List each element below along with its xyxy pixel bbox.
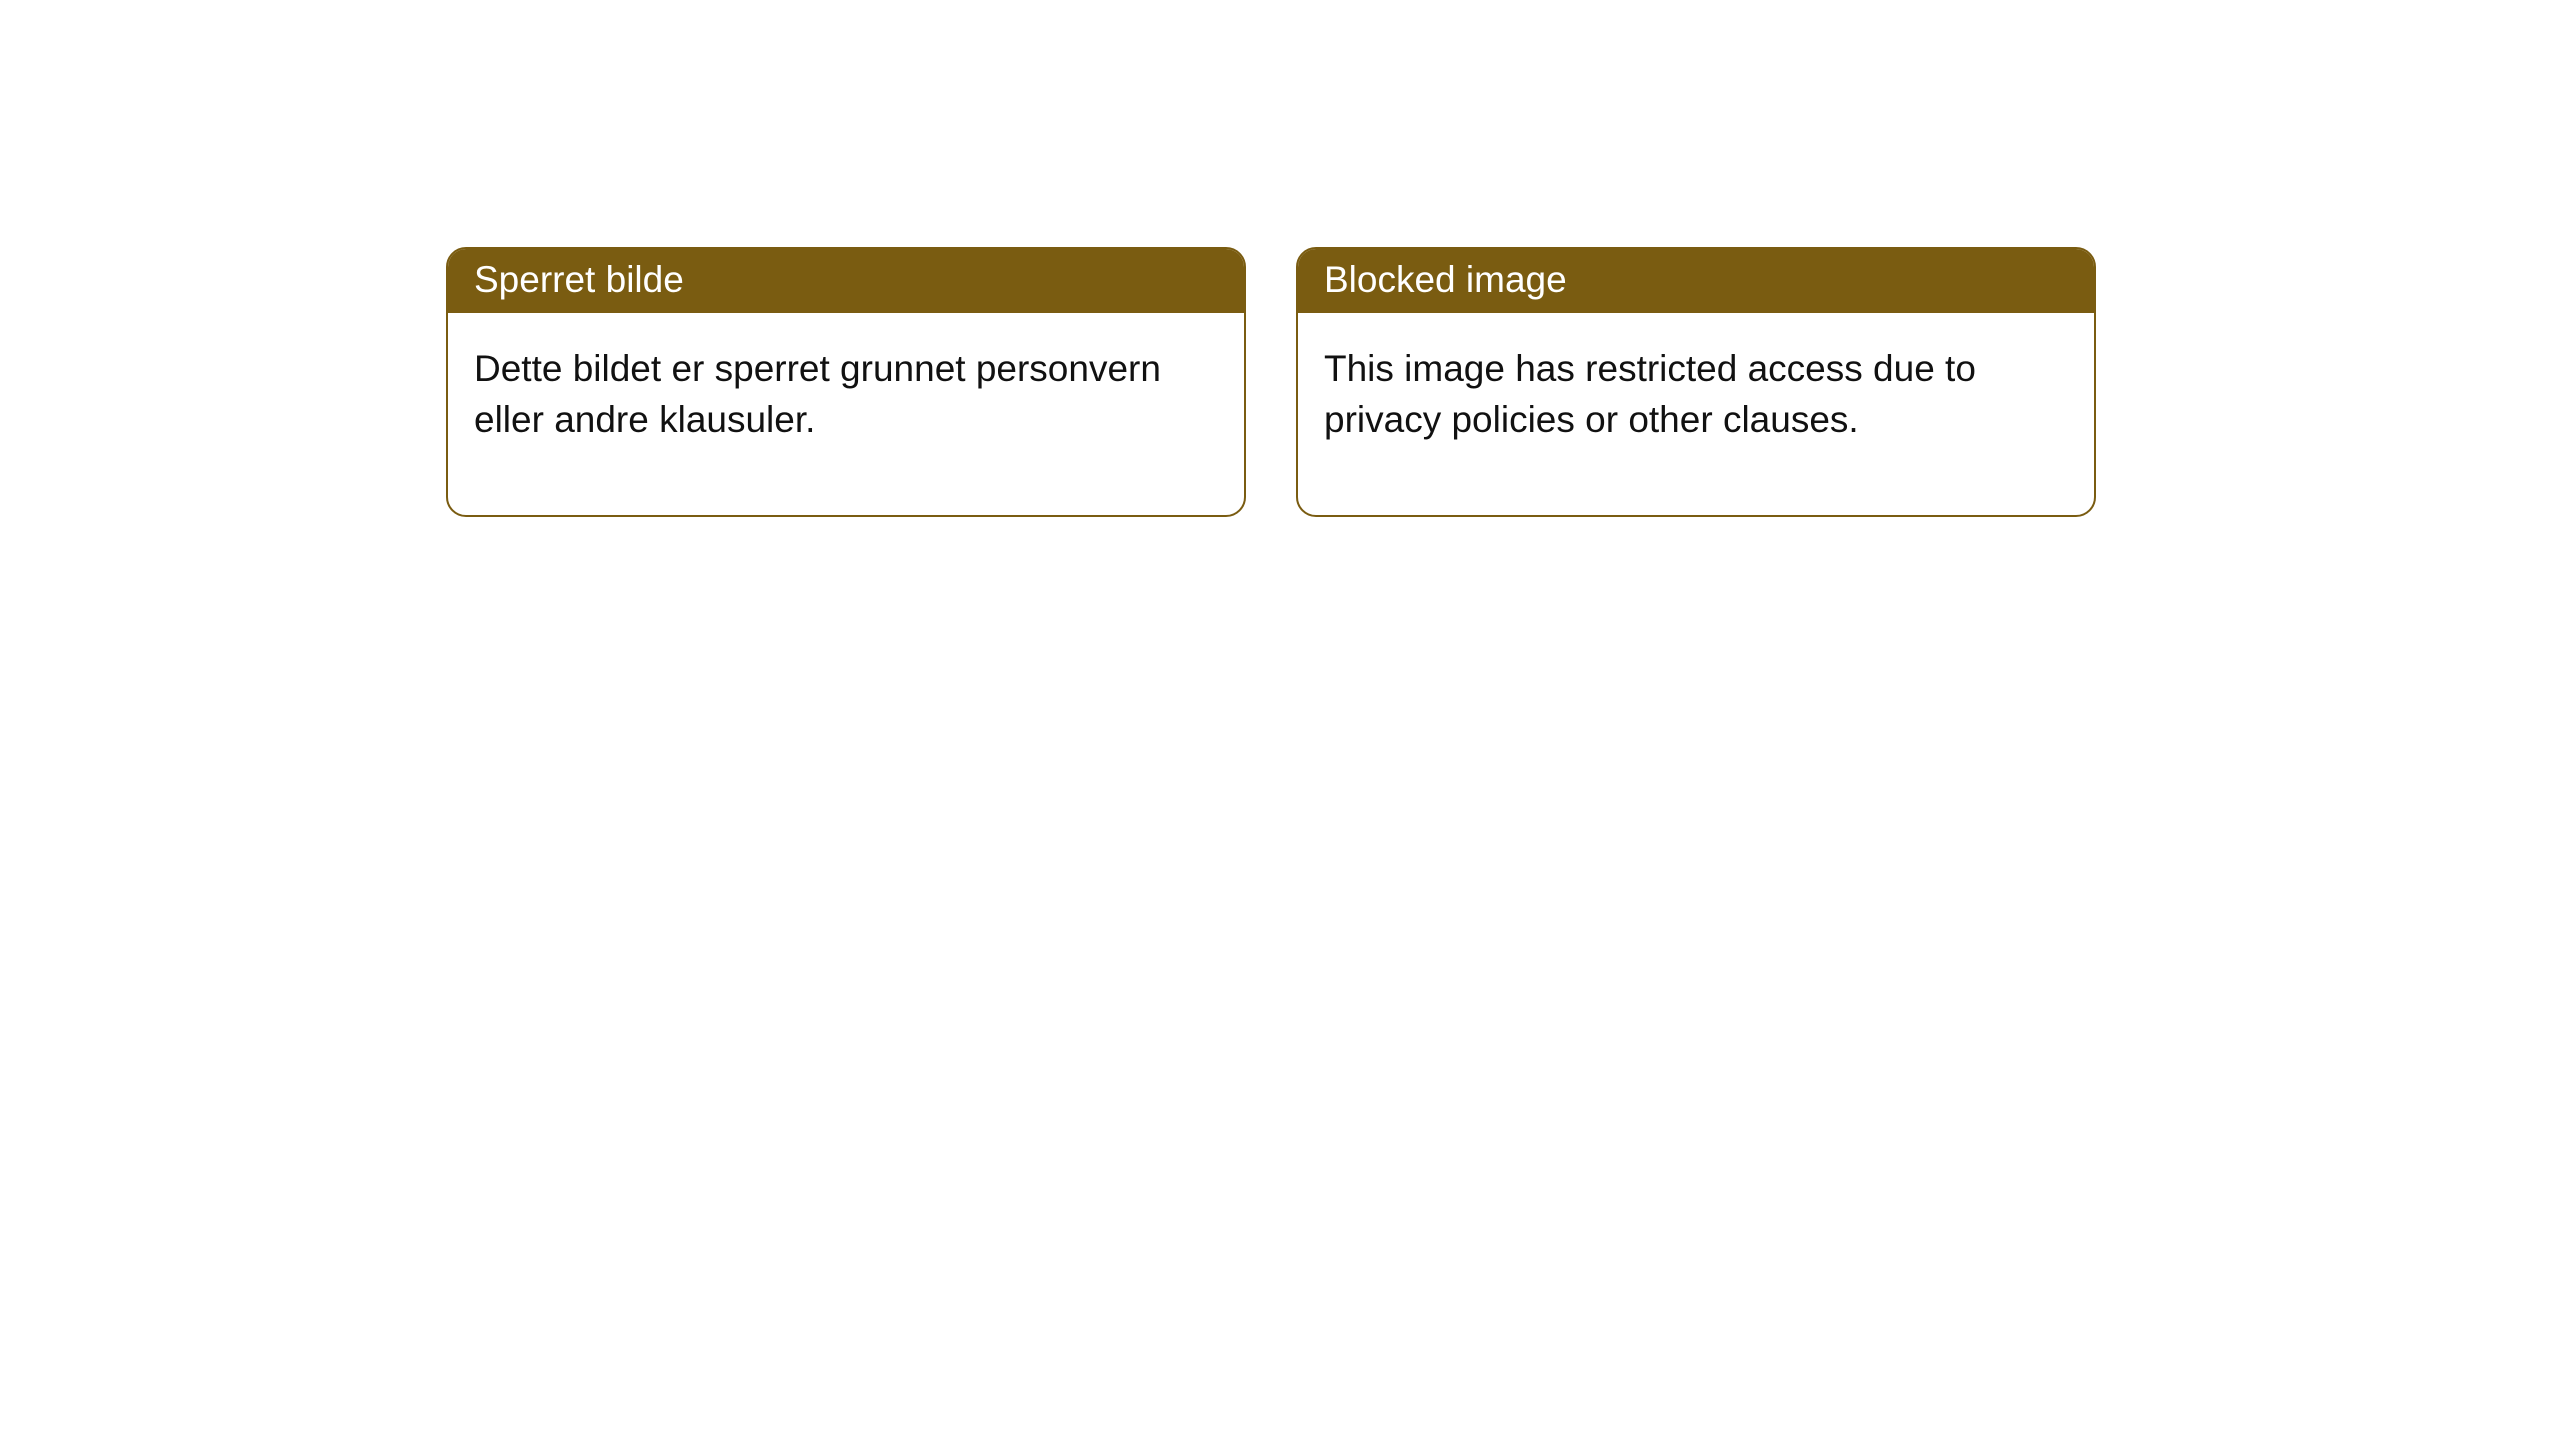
notice-panels-container: Sperret bilde Dette bildet er sperret gr…	[446, 247, 2096, 517]
panel-header: Sperret bilde	[448, 249, 1244, 313]
notice-panel-norwegian: Sperret bilde Dette bildet er sperret gr…	[446, 247, 1246, 517]
notice-panel-english: Blocked image This image has restricted …	[1296, 247, 2096, 517]
panel-body: This image has restricted access due to …	[1298, 313, 2094, 515]
panel-header: Blocked image	[1298, 249, 2094, 313]
panel-body: Dette bildet er sperret grunnet personve…	[448, 313, 1244, 515]
